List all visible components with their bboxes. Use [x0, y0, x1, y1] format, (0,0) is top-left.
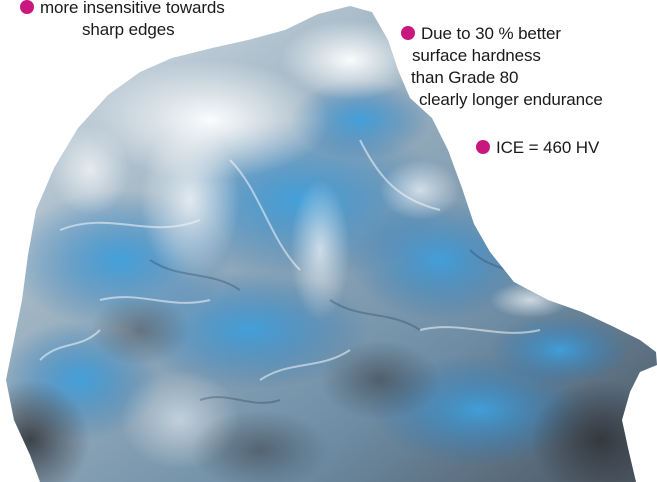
callout-edges-line-2: sharp edges [20, 19, 225, 41]
callout-hardness-line-4: clearly longer endurance [401, 89, 603, 111]
callout-hardness-line-1: Due to 30 % better [401, 23, 603, 45]
callout-hardness-text-1: Due to 30 % better [421, 24, 561, 43]
callout-edges-text-1: more insensitive towards [40, 0, 225, 17]
callout-hardness-line-2: surface hardness [401, 45, 603, 67]
callout-ice-value-text: ICE = 460 HV [496, 138, 600, 157]
magenta-bullet-icon [476, 140, 490, 154]
magenta-bullet-icon [20, 0, 34, 14]
callout-edges-line-1: more insensitive towards [20, 0, 225, 19]
callout-hardness-text-4: clearly longer endurance [419, 90, 603, 109]
callout-hardness-text-3: than Grade 80 [411, 68, 519, 87]
callout-ice-value-line: ICE = 460 HV [476, 137, 599, 159]
callout-ice-value: ICE = 460 HV [476, 137, 599, 159]
magenta-bullet-icon [401, 26, 415, 40]
callout-hardness-line-3: than Grade 80 [401, 67, 603, 89]
callout-hardness-text-2: surface hardness [412, 46, 541, 65]
callout-hardness: Due to 30 % better surface hardness than… [401, 23, 603, 111]
callout-edges: more insensitive towards sharp edges [20, 0, 225, 41]
callout-edges-text-2: sharp edges [82, 20, 175, 39]
